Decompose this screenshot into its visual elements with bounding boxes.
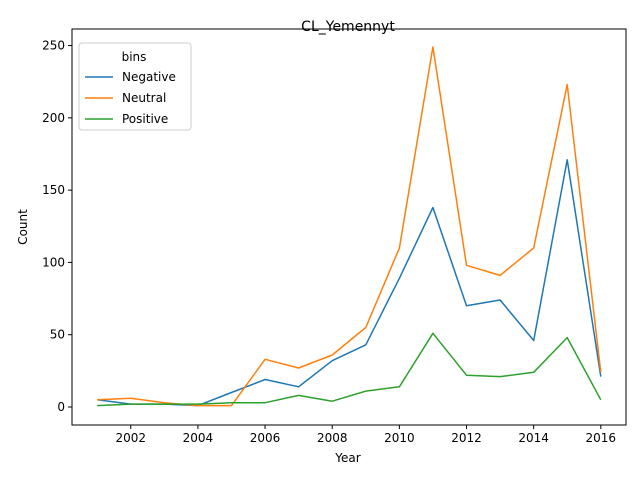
series-line-positive: [97, 332, 602, 407]
x-tick-label: 2010: [384, 431, 415, 445]
x-axis: 2002 2004 2006 2008 2010 2012 2014 2016: [115, 425, 616, 445]
legend: bins Negative Neutral Positive: [78, 42, 192, 131]
plot-content: [97, 46, 602, 407]
y-tick-label: 100: [42, 255, 65, 269]
x-tick-label: 2002: [115, 431, 146, 445]
legend-items: Negative Neutral Positive: [85, 70, 176, 126]
x-tick-label: 2006: [250, 431, 281, 445]
x-tick-label: 2014: [518, 431, 549, 445]
legend-title: bins: [122, 50, 147, 64]
series-line-negative: [97, 159, 602, 407]
y-tick-label: 0: [57, 400, 65, 414]
y-axis: 0 50 100 150 200 250: [42, 39, 72, 414]
legend-label-neutral: Neutral: [122, 91, 166, 105]
y-axis-label: Count: [16, 209, 30, 245]
legend-label-negative: Negative: [122, 70, 176, 84]
chart-title: CL_Yemennyt: [301, 19, 395, 35]
plot-frame: [71, 28, 627, 426]
x-tick-label: 2008: [317, 431, 348, 445]
x-axis-label: Year: [334, 451, 360, 465]
y-tick-label: 250: [42, 39, 65, 53]
x-tick-label: 2004: [183, 431, 214, 445]
x-tick-label: 2016: [586, 431, 617, 445]
y-tick-label: 150: [42, 183, 65, 197]
y-tick-label: 50: [50, 328, 65, 342]
y-tick-label: 200: [42, 111, 65, 125]
legend-label-positive: Positive: [122, 112, 168, 126]
legend-box: [78, 42, 192, 131]
x-tick-label: 2012: [451, 431, 482, 445]
